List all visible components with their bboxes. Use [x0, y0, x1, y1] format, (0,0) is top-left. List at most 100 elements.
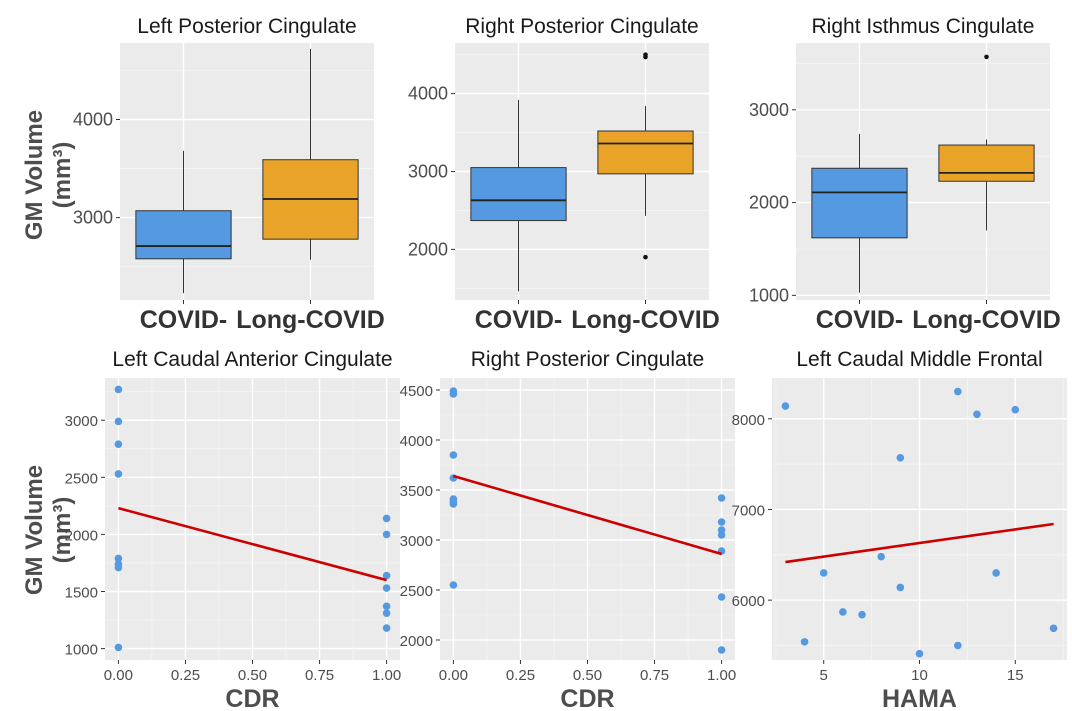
y-tick-label: 7000 [732, 502, 765, 519]
x-tick-label: 0.25 [506, 667, 535, 684]
scatter-point [114, 417, 123, 426]
scatter-point [449, 581, 458, 589]
scatter-point [954, 641, 962, 650]
y-tick-label: 2000 [749, 193, 789, 213]
regression-line [785, 522, 1054, 564]
panel-title: Left Caudal Anterior Cingulate [112, 348, 392, 371]
panel-title: Left Caudal Middle Frontal [796, 348, 1042, 371]
x-tick-label: 5 [820, 667, 828, 684]
scatter-point [954, 387, 962, 396]
y-tick-label: 1500 [65, 584, 98, 601]
x-category-label: COVID- [140, 306, 228, 334]
outlier-point [643, 52, 648, 57]
y-tick-label: 2000 [408, 239, 448, 259]
y-tick-label: 3000 [408, 162, 448, 182]
scatter-point [717, 494, 726, 502]
y-tick-label: 4000 [400, 433, 433, 450]
x-tick-label: 0.00 [104, 667, 133, 684]
x-tick-label: 0.50 [573, 667, 602, 684]
panel-title: Right Posterior Cingulate [471, 348, 704, 371]
panel-title: Left Posterior Cingulate [137, 15, 356, 38]
x-tick-label: 0.00 [439, 667, 468, 684]
scatter-point [896, 453, 905, 462]
row2-ylabel-line1: GM Volume [21, 465, 48, 595]
x-tick-label: 0.75 [305, 667, 334, 684]
box-covid [470, 167, 567, 222]
panel-4: Left Caudal Anterior Cingulate 1000 1500 20… [65, 348, 402, 711]
y-tick-label: 4000 [73, 110, 113, 130]
x-axis-label: HAMA [882, 685, 957, 711]
scatter-point [449, 451, 458, 459]
scatter-point [717, 646, 726, 654]
y-tick-label: 4500 [400, 383, 433, 400]
panel-title: Right Isthmus Cingulate [812, 15, 1035, 38]
box-covid [135, 210, 232, 260]
x-tick-label: 10 [911, 667, 928, 684]
panel-5: Right Posterior Cingulate 2000 2500 3000 350… [400, 348, 737, 711]
scatter-point [382, 624, 391, 632]
y-tick-label: 2500 [400, 583, 433, 600]
scatter-point [382, 584, 391, 592]
y-tick-label: 3000 [73, 208, 113, 228]
scatter-point [1011, 405, 1020, 414]
scatter-point [114, 554, 123, 563]
panel-title: Right Posterior Cingulate [465, 15, 698, 38]
y-tick-label: 1000 [749, 285, 789, 305]
scatter-point [800, 638, 809, 646]
scatter-point [717, 593, 726, 601]
x-category-label: Long-COVID [571, 306, 720, 334]
scatter-point [717, 518, 726, 526]
outlier-point [984, 54, 989, 60]
y-tick-label: 1000 [65, 642, 98, 659]
box-covid [811, 167, 908, 239]
scatter-point [449, 390, 458, 398]
x-tick-label: 1.00 [707, 667, 736, 684]
row1-ylabel-line1: GM Volume [21, 110, 48, 240]
scatter-point [858, 610, 866, 619]
x-category-label: COVID- [475, 306, 563, 334]
scatter-point [973, 410, 981, 419]
scatter-point [114, 440, 123, 449]
scatter-point [1049, 624, 1058, 633]
y-tick-label: 2500 [65, 470, 98, 487]
panel-1: Left Posterior Cingulate 3000 4000 COVID- Lo… [73, 15, 385, 334]
scatter-point [717, 531, 726, 539]
regression-line [118, 506, 387, 582]
y-tick-label: 8000 [732, 412, 765, 429]
x-tick-label: 0.75 [640, 667, 669, 684]
scatter-point [382, 609, 391, 617]
scatter-point [114, 385, 123, 394]
scatter-point [877, 552, 885, 561]
box-long-covid [938, 144, 1035, 182]
scatter-point [382, 514, 391, 523]
scatter-point [114, 563, 123, 572]
y-tick-label: 3500 [400, 483, 433, 500]
panel-2: Right Posterior Cingulate 2000 3000 4000 COV… [408, 15, 720, 334]
row1-ylabel-line2: (mm³) [49, 142, 76, 209]
x-tick-label: 0.50 [238, 667, 267, 684]
y-tick-label: 2000 [400, 633, 433, 650]
x-category-label: Long-COVID [912, 306, 1061, 334]
panel-3: Right Isthmus Cingulate 1000 2000 3000 COVID… [749, 15, 1061, 334]
scatter-point [114, 643, 123, 652]
scatter-point [781, 402, 790, 410]
y-tick-label: 2000 [65, 527, 98, 544]
scatter-point [896, 583, 905, 592]
panels: Left Posterior Cingulate 3000 4000 COVID- Lo… [65, 15, 1067, 711]
scatter-point [114, 470, 123, 478]
outlier-point [643, 254, 648, 260]
scatter-point [992, 569, 1000, 577]
x-tick-label: 0.25 [171, 667, 200, 684]
x-category-label: COVID- [816, 306, 904, 334]
y-tick-label: 6000 [732, 593, 765, 610]
scatter-point [449, 500, 458, 508]
panel-6: Left Caudal Middle Frontal 6000 7000 8000 5 1… [732, 348, 1067, 711]
x-axis-label: CDR [225, 685, 279, 711]
scatter-point [819, 569, 828, 577]
y-tick-label: 3000 [65, 413, 98, 430]
scatter-point [915, 649, 924, 658]
scatter-point [382, 602, 391, 611]
x-tick-label: 1.00 [372, 667, 401, 684]
regression-line [453, 474, 722, 556]
